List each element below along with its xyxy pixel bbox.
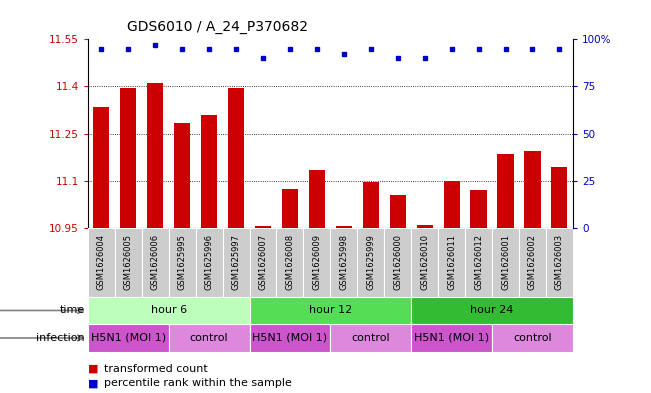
Text: GSM1625995: GSM1625995 [178,234,187,290]
Bar [551,167,568,228]
Bar [147,83,163,228]
Text: GSM1625999: GSM1625999 [367,234,375,290]
Bar [142,228,169,297]
Text: GSM1626001: GSM1626001 [501,234,510,290]
Bar [330,324,411,352]
Bar [249,297,411,324]
Bar [88,228,115,297]
Bar [249,228,277,297]
Bar [411,324,492,352]
Bar [169,228,196,297]
Text: GSM1625996: GSM1625996 [204,234,214,290]
Text: GSM1626002: GSM1626002 [528,234,537,290]
Text: ■: ■ [88,364,102,374]
Bar [303,228,330,297]
Bar [438,228,465,297]
Text: GSM1626009: GSM1626009 [312,234,322,290]
Bar [492,228,519,297]
Bar [357,228,384,297]
Bar [282,189,298,228]
Bar [115,228,142,297]
Bar [519,228,546,297]
Text: GSM1626008: GSM1626008 [286,234,294,290]
Text: GSM1625997: GSM1625997 [232,234,241,290]
Bar [228,88,244,228]
Bar [201,115,217,228]
Text: GSM1626005: GSM1626005 [124,234,133,290]
Text: control: control [513,333,552,343]
Text: ■: ■ [88,378,102,388]
Text: GSM1626003: GSM1626003 [555,234,564,290]
Bar [546,228,573,297]
Bar [223,228,249,297]
Bar [309,170,325,228]
Text: GSM1625998: GSM1625998 [339,234,348,290]
Text: transformed count: transformed count [104,364,208,374]
Bar [174,123,190,228]
Text: GDS6010 / A_24_P370682: GDS6010 / A_24_P370682 [127,20,308,34]
Text: H5N1 (MOI 1): H5N1 (MOI 1) [90,333,166,343]
Text: GSM1626000: GSM1626000 [393,234,402,290]
Text: hour 24: hour 24 [471,305,514,316]
Text: percentile rank within the sample: percentile rank within the sample [104,378,292,388]
Text: GSM1626012: GSM1626012 [474,234,483,290]
Bar [363,182,379,228]
Text: hour 12: hour 12 [309,305,352,316]
Bar [277,228,303,297]
Bar [417,225,433,228]
Bar [411,228,438,297]
Text: GSM1626010: GSM1626010 [420,234,429,290]
Bar [120,88,137,228]
Bar [384,228,411,297]
Text: GSM1626006: GSM1626006 [151,234,159,290]
Text: H5N1 (MOI 1): H5N1 (MOI 1) [253,333,327,343]
Text: control: control [190,333,229,343]
Bar [411,297,573,324]
Bar [93,107,109,228]
Bar [443,181,460,228]
Bar [336,226,352,228]
Text: GSM1626004: GSM1626004 [97,234,106,290]
Text: GSM1626011: GSM1626011 [447,234,456,290]
Bar [88,297,249,324]
Bar [497,154,514,228]
Text: hour 6: hour 6 [150,305,187,316]
Bar [471,190,487,228]
Bar [330,228,357,297]
Bar [525,151,540,228]
Bar [196,228,223,297]
Bar [169,324,249,352]
Text: GSM1626007: GSM1626007 [258,234,268,290]
Bar [255,226,271,228]
Text: control: control [352,333,390,343]
Bar [465,228,492,297]
Text: H5N1 (MOI 1): H5N1 (MOI 1) [414,333,489,343]
Bar [88,324,169,352]
Bar [249,324,330,352]
Text: time: time [59,305,85,316]
Bar [390,195,406,228]
Bar [492,324,573,352]
Text: infection: infection [36,333,85,343]
